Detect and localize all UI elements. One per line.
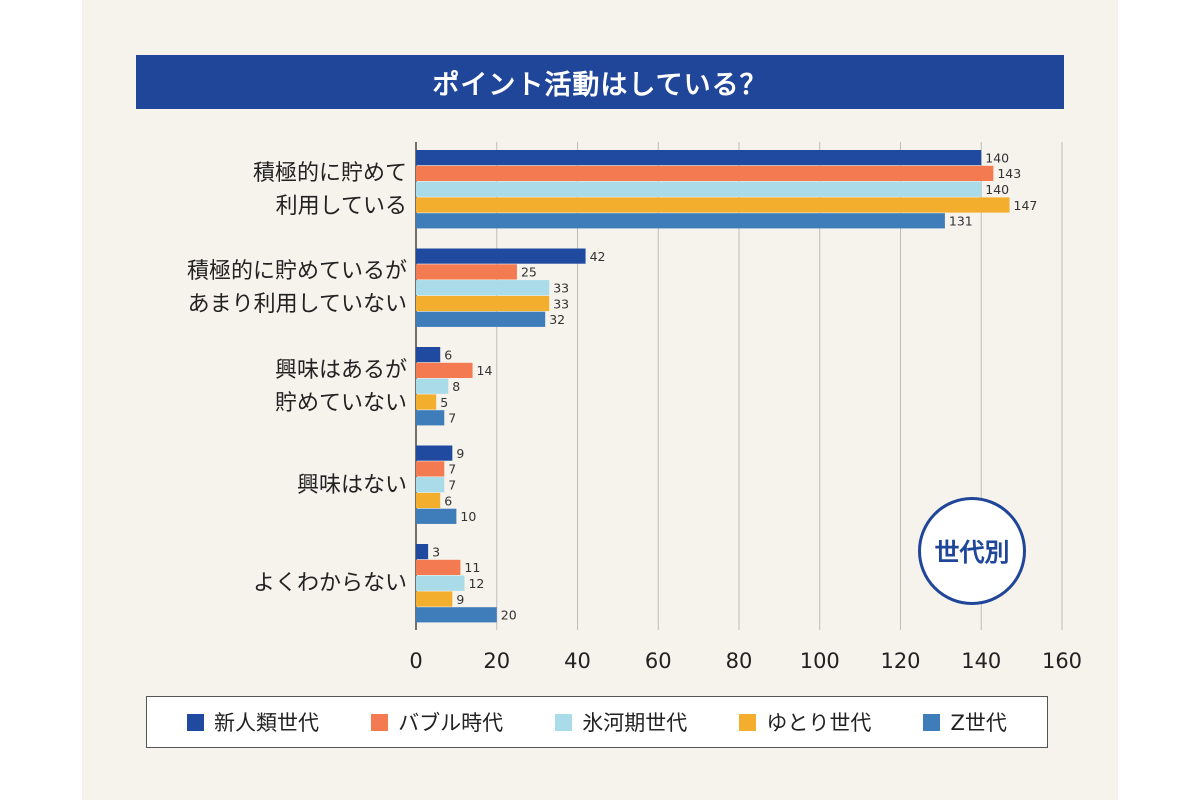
bar	[416, 181, 982, 197]
legend-swatch	[923, 713, 941, 731]
legend-swatch	[187, 713, 205, 731]
value-label: 20	[501, 608, 517, 623]
bar	[416, 591, 453, 607]
legend: 新人類世代 バブル時代 氷河期世代 ゆとり世代 Z世代	[146, 696, 1048, 748]
bar	[416, 295, 550, 312]
bar	[416, 445, 453, 461]
value-label: 8	[452, 379, 460, 394]
value-label: 3	[432, 544, 440, 559]
legend-item: 氷河期世代	[555, 707, 687, 737]
x-tick-label: 120	[880, 649, 920, 673]
value-label: 42	[590, 249, 606, 264]
value-label: 10	[460, 509, 476, 524]
value-label: 5	[440, 395, 448, 410]
category-label: 積極的に貯めて 利用している	[252, 160, 407, 219]
bar	[416, 394, 437, 410]
bar	[416, 213, 945, 229]
value-label: 6	[444, 493, 452, 508]
category-label: 興味はない	[296, 472, 407, 498]
bar	[416, 311, 546, 327]
value-label: 12	[468, 576, 484, 591]
bar	[416, 378, 449, 394]
x-tick-label: 20	[483, 649, 510, 673]
value-label: 131	[949, 214, 973, 229]
bar	[416, 492, 441, 509]
x-tick-label: 80	[726, 649, 753, 673]
legend-label: ゆとり世代	[766, 711, 872, 735]
bar	[416, 248, 586, 264]
x-axis-ticks: 0 20 40 60 80 100 120 140 160	[409, 649, 1082, 673]
legend-swatch	[555, 713, 573, 731]
bar	[416, 165, 994, 181]
bar	[416, 280, 550, 296]
legend-item: Z世代	[923, 707, 1007, 737]
legend-swatch	[739, 713, 757, 731]
bar	[416, 607, 497, 623]
value-label: 9	[456, 446, 464, 461]
value-label: 7	[448, 478, 456, 493]
category-label: よくわからない	[252, 571, 407, 596]
bar	[416, 347, 441, 363]
value-label: 25	[521, 265, 537, 280]
chart-title: ポイント活動はしている？	[136, 55, 1064, 109]
value-label: 143	[997, 166, 1021, 181]
value-label: 140	[985, 150, 1009, 165]
value-label: 11	[464, 560, 480, 575]
value-label: 6	[444, 347, 452, 362]
bar	[416, 197, 1010, 213]
generation-badge: 世代別	[918, 497, 1026, 605]
x-tick-label: 0	[409, 649, 422, 673]
bar	[416, 264, 517, 280]
legend-label: 新人類世代	[214, 711, 320, 735]
bar	[416, 477, 445, 493]
value-label: 14	[477, 363, 493, 378]
legend-label: Z世代	[950, 711, 1007, 735]
value-label: 7	[448, 411, 456, 426]
chart-panel	[82, 0, 1118, 800]
value-label: 32	[549, 312, 565, 327]
legend-item: バブル時代	[371, 707, 503, 737]
x-tick-label: 160	[1042, 649, 1082, 673]
bar	[416, 150, 982, 166]
legend-item: 新人類世代	[187, 707, 319, 737]
value-label: 9	[456, 592, 464, 607]
bars	[416, 150, 1010, 623]
bar	[416, 508, 457, 524]
bar	[416, 559, 461, 575]
bar	[416, 544, 429, 560]
legend-label: バブル時代	[398, 711, 504, 735]
x-tick-label: 100	[800, 649, 840, 673]
value-label: 140	[985, 182, 1009, 197]
bar	[416, 461, 445, 477]
x-tick-label: 60	[645, 649, 672, 673]
value-label: 7	[448, 462, 456, 477]
bar	[416, 362, 473, 378]
bar	[416, 410, 445, 426]
legend-swatch	[371, 713, 389, 731]
bar	[416, 575, 465, 591]
value-label: 33	[553, 281, 569, 296]
value-label: 33	[553, 296, 569, 311]
x-tick-label: 140	[961, 649, 1001, 673]
legend-item: ゆとり世代	[739, 707, 871, 737]
value-labels: 1401431401471314225333332614857977610311…	[432, 150, 1037, 622]
value-label: 147	[1014, 198, 1038, 213]
category-label: 興味はあるが 貯めていない	[274, 357, 407, 416]
legend-label: 氷河期世代	[582, 711, 688, 735]
x-tick-label: 40	[564, 649, 591, 673]
category-label: 積極的に貯めているが あまり利用していない	[186, 259, 407, 317]
